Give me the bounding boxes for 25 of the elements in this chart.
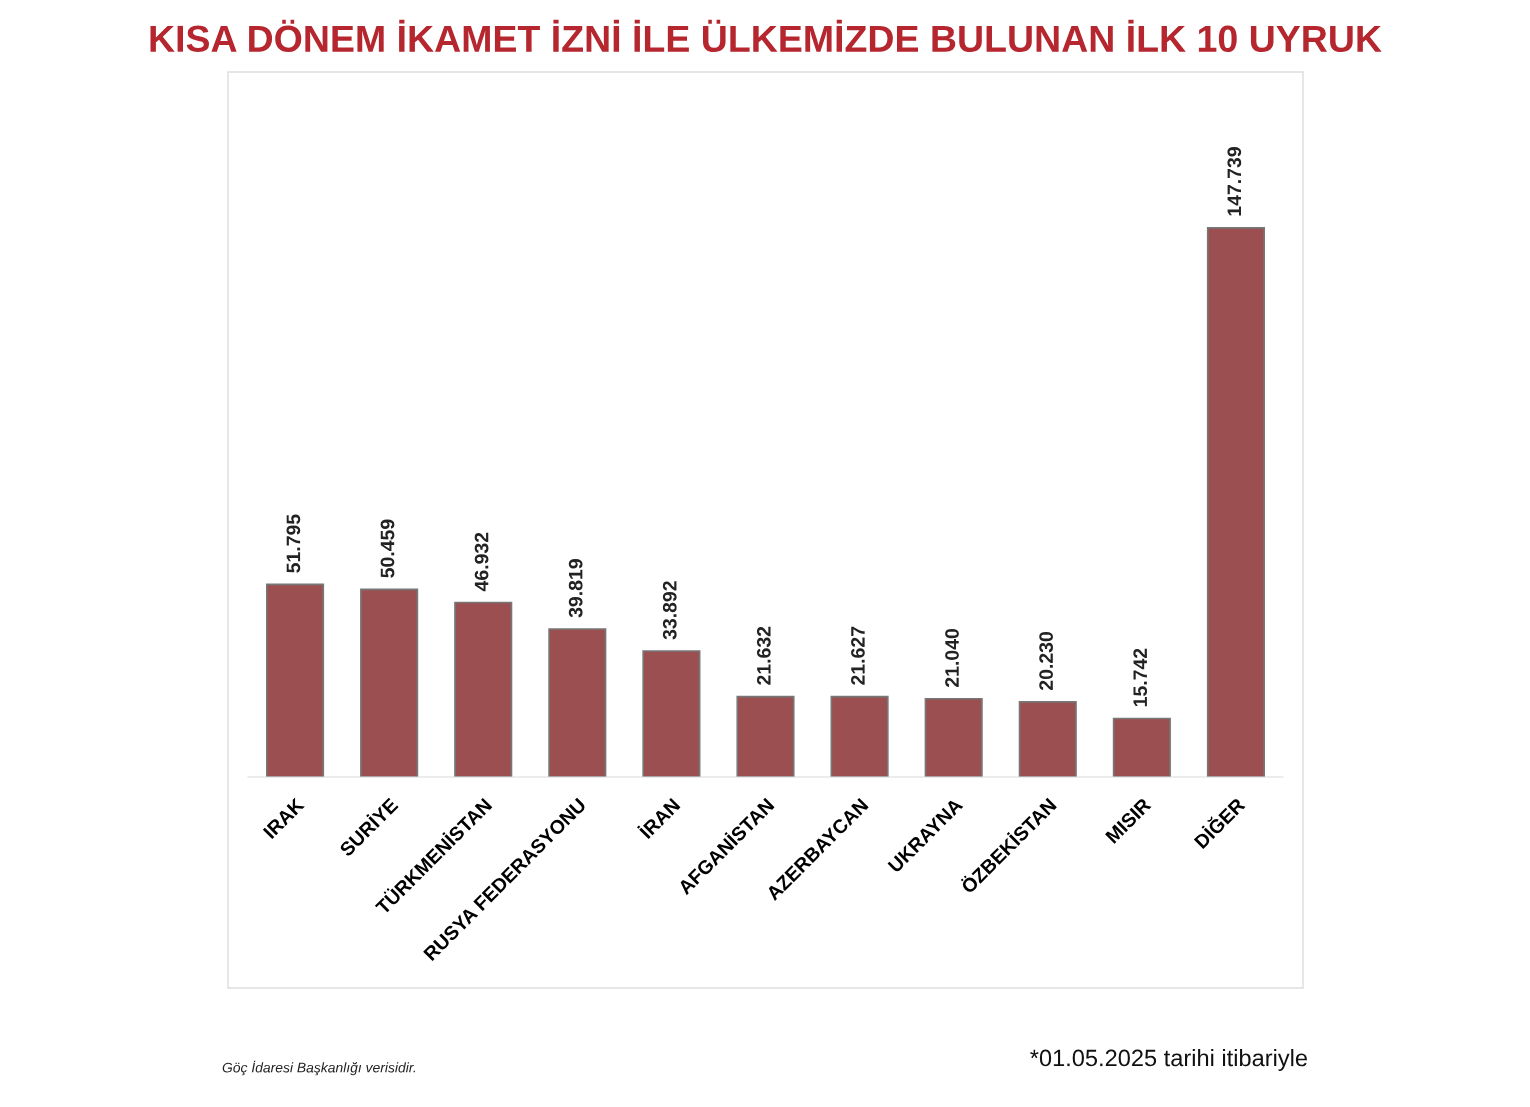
data-label: 20.230: [1039, 632, 1054, 691]
bar: [548, 628, 607, 777]
text: Göç İdaresi Başkanlığı verisidir.: [222, 1060, 416, 1076]
data-label: 39.819: [568, 559, 583, 618]
text: *01.05.2025 tarihi itibariyle: [1030, 1048, 1307, 1072]
data-label: 21.632: [756, 626, 771, 685]
data-label: 46.932: [474, 532, 489, 592]
data-label: 33.892: [662, 581, 677, 640]
chart-title: KISA DÖNEM İKAMET İZNİ İLE ÜLKEMİZDE BULUNAN İLK 10 UYRUK: [150, 19, 1382, 53]
data-label: 21.040: [945, 629, 959, 687]
data-label: 15.742: [1133, 648, 1148, 707]
bar: [1018, 700, 1077, 777]
data-label: 21.627: [851, 626, 865, 685]
data-label: 147.739: [1227, 147, 1242, 216]
bar: [924, 697, 983, 777]
bar: [360, 588, 419, 777]
bar: [454, 601, 513, 777]
data-label: 50.459: [380, 519, 395, 578]
bar: [1112, 717, 1171, 777]
bar: [830, 695, 889, 777]
data-label: 51.795: [286, 514, 301, 573]
bar: [642, 650, 701, 777]
bar: [736, 695, 795, 777]
bar: [1206, 226, 1266, 777]
bar: [265, 583, 325, 777]
